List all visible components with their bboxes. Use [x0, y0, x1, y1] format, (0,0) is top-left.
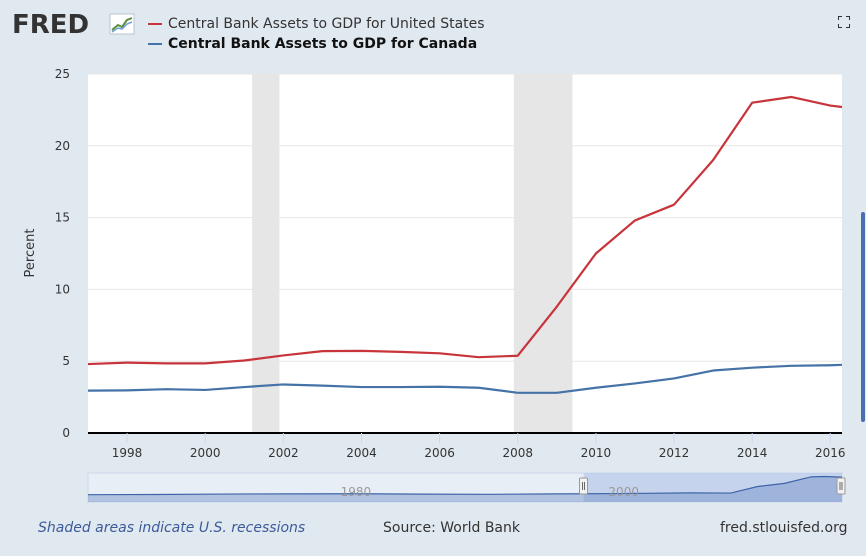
x-tick-label: 2014 — [737, 446, 768, 460]
navigator-area — [88, 476, 842, 502]
legend-label-us: Central Bank Assets to GDP for United St… — [168, 16, 485, 32]
y-tick-label: 10 — [55, 282, 70, 296]
recession-band-1 — [513, 74, 573, 433]
navigator-handle-left[interactable] — [579, 477, 589, 495]
legend-label-ca: Central Bank Assets to GDP for Canada — [168, 36, 478, 52]
x-tick-label: 1998 — [112, 446, 143, 460]
y-axis-label: Percent — [23, 229, 38, 278]
y-tick-label: 20 — [55, 139, 70, 153]
x-tick-label: 2006 — [424, 446, 455, 460]
page-scrollbar[interactable] — [861, 212, 865, 422]
legend-item-ca[interactable]: Central Bank Assets to GDP for Canada — [148, 36, 477, 52]
y-tick-label: 5 — [62, 354, 70, 368]
source-text: Source: World Bank — [383, 520, 520, 536]
y-tick-label: 15 — [55, 211, 70, 225]
x-tick-label: 2000 — [190, 446, 221, 460]
series-line-us — [87, 95, 843, 366]
navigator-label: 1980 — [341, 485, 372, 499]
range-navigator[interactable]: 1980 2000 — [87, 472, 846, 503]
x-tick-label: 2010 — [581, 446, 612, 460]
fred-trend-icon — [109, 13, 135, 35]
y-tick-label: 25 — [55, 67, 70, 81]
recession-note: Shaded areas indicate U.S. recessions — [38, 520, 306, 536]
x-tick-label: 2012 — [659, 446, 690, 460]
chart: 0 5 10 15 20 25 1998 2000 2002 2004 2006 2008 2010 2… — [23, 67, 846, 503]
navigator-line — [87, 475, 843, 496]
series-line-ca — [87, 363, 843, 394]
navigator-label: 2000 — [608, 485, 639, 499]
navigator-window[interactable] — [583, 473, 842, 502]
x-tick-label: 2004 — [346, 446, 377, 460]
site-link[interactable]: fred.stlouisfed.org — [720, 520, 848, 536]
legend-swatch-us — [148, 23, 162, 25]
x-tick-label: 2008 — [502, 446, 533, 460]
logo-text: FRED — [12, 10, 89, 40]
recession-band-0 — [252, 74, 280, 433]
x-tick-label: 2016 — [815, 446, 846, 460]
y-tick-label: 0 — [62, 426, 70, 440]
navigator-handle-right[interactable] — [836, 477, 846, 495]
x-tick-label: 2002 — [268, 446, 299, 460]
legend-item-us[interactable]: Central Bank Assets to GDP for United St… — [148, 16, 485, 32]
handle-body — [579, 477, 589, 495]
fred-logo: FRED — [12, 10, 135, 40]
plot-area — [88, 74, 842, 433]
handle-body — [836, 477, 846, 495]
legend-swatch-ca — [148, 43, 162, 45]
